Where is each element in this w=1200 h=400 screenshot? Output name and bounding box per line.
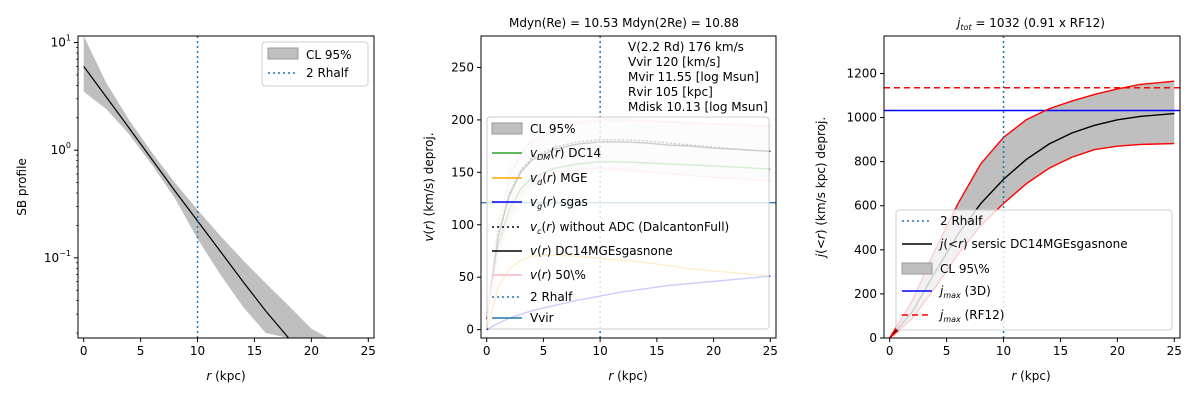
j-y-axis-label: j(<r) (km/s kpc) deproj. <box>814 117 828 259</box>
x-tick-label: 20 <box>706 344 721 358</box>
y-tick-label: 250 <box>451 60 474 74</box>
x-tick-label: 5 <box>540 344 548 358</box>
y-tick-label: 1200 <box>846 66 877 80</box>
j-title: jtot = 1032 (0.91 x RF12) <box>955 16 1105 32</box>
sb-x-axis-label: r (kpc) <box>206 369 245 383</box>
v-legend-label-vg: vg(r) sgas <box>530 195 588 211</box>
j-legend: 2 Rhalf j(<r) sersic DC14MGEsgasnone CL … <box>895 209 1173 331</box>
y-tick-label: 600 <box>854 199 877 213</box>
v-y-ticks: 0 50 100 150 200 250 <box>451 60 481 337</box>
sb-legend-label-cl95: CL 95% <box>306 48 352 62</box>
band-area <box>889 81 1175 338</box>
j-legend-label-jmaxrf12: jmax (RF12) <box>938 308 1004 324</box>
x-tick-label: 25 <box>361 344 376 358</box>
x-tick-label: 0 <box>886 344 894 358</box>
y-tick-label: 200 <box>451 113 474 127</box>
y-tick-label: 0 <box>466 323 474 337</box>
j-legend-label-2rhalf: 2 Rhalf <box>940 214 983 228</box>
j-legend-label-cl95: CL 95\% <box>940 262 990 276</box>
panel-angular-momentum: 0 5 10 15 20 25 0 200 400 600 800 1000 1200 r (kpc)… <box>814 16 1182 383</box>
x-tick-label: 15 <box>649 344 664 358</box>
y-tick-label: 150 <box>451 165 474 179</box>
v-legend-label-vvir: Vvir <box>530 311 554 325</box>
v-annotations: V(2.2 Rd) 176 km/s Vvir 120 [km/s] Mvir … <box>628 40 768 114</box>
x-tick-label: 20 <box>304 344 319 358</box>
y-tick-label: 0 <box>869 331 877 345</box>
sb-y-ticks: 10−1 100 101 <box>44 34 78 334</box>
x-tick-label: 5 <box>137 344 145 358</box>
sb-x-ticks: 0 5 10 15 20 25 <box>80 338 376 358</box>
sb-y-axis-label: SB profile <box>15 158 29 216</box>
y-tick-label: 400 <box>854 243 877 257</box>
j-legend-box <box>895 209 1173 331</box>
annotation-mvir: Mvir 11.55 [log Msun] <box>628 70 759 84</box>
annotation-rvir: Rvir 105 [kpc] <box>628 85 713 99</box>
j-confidence-band <box>889 81 1175 338</box>
j-x-axis-label: r (kpc) <box>1011 369 1050 383</box>
series-line-0 <box>83 66 290 339</box>
annotation-mdisk: Mdisk 10.13 [log Msun] <box>628 100 768 114</box>
x-tick-label: 15 <box>247 344 262 358</box>
v-legend: CL 95% vDM(r) DC14 vd(r) MGE vg(r) sgas … <box>486 116 770 330</box>
sb-axes-frame <box>77 35 375 339</box>
panel-rotation-curve: 0 5 10 15 20 25 0 50 100 150 200 250 r (kpc) v(r) … <box>422 16 778 383</box>
x-tick-label: 5 <box>943 344 951 358</box>
y-tick-label: 100 <box>451 218 474 232</box>
j-legend-label-jmax3d: jmax (3D) <box>938 284 991 300</box>
j-axes-frame <box>883 35 1181 339</box>
x-tick-label: 10 <box>996 344 1011 358</box>
v-legend-label-cl95: CL 95% <box>530 122 576 136</box>
sb-legend-label-2rhalf: 2 Rhalf <box>306 66 349 80</box>
annotation-vvir: Vvir 120 [km/s] <box>628 55 720 69</box>
v-axes-frame <box>480 35 777 339</box>
x-tick-label: 0 <box>483 344 491 358</box>
x-tick-label: 10 <box>190 344 205 358</box>
annotation-v22rd: V(2.2 Rd) 176 km/s <box>628 40 744 54</box>
j-x-ticks: 0 5 10 15 20 25 <box>886 338 1182 358</box>
sb-legend: CL 95% 2 Rhalf <box>261 41 369 87</box>
v-legend-cl95-swatch <box>491 122 523 135</box>
v-legend-label-v50: v(r) 50\% <box>530 268 586 282</box>
panel-sb-profile: 0 5 10 15 20 25 10−1 100 101 r (kpc) SB profile… <box>15 34 376 383</box>
v-legend-label-vtot: v(r) DC14MGEsgasnone <box>530 244 673 258</box>
y-tick-label: 1000 <box>846 111 877 125</box>
y-tick-label: 200 <box>854 287 877 301</box>
v-x-axis-label: r (kpc) <box>608 369 647 383</box>
sb-legend-patch-swatch <box>267 47 299 60</box>
v-legend-label-vc: vc(r) without ADC (DalcantonFull) <box>530 220 729 236</box>
x-tick-label: 0 <box>80 344 88 358</box>
x-tick-label: 25 <box>763 344 778 358</box>
j-max-lines <box>884 87 1180 112</box>
y-tick-label: 800 <box>854 155 877 169</box>
x-tick-label: 10 <box>592 344 607 358</box>
v-legend-label-2rhalf: 2 Rhalf <box>530 290 573 304</box>
x-tick-label: 20 <box>1110 344 1125 358</box>
v-legend-box <box>486 116 770 330</box>
y-tick-label: 10−1 <box>44 249 71 265</box>
v-x-ticks: 0 5 10 15 20 25 <box>483 338 778 358</box>
sb-profile-curve <box>83 66 290 339</box>
x-tick-label: 15 <box>1053 344 1068 358</box>
v-y-axis-label: v(r) (km/s) deproj. <box>422 132 436 241</box>
j-y-ticks: 0 200 400 600 800 1000 1200 <box>846 66 884 345</box>
y-tick-label: 100 <box>51 141 71 157</box>
y-tick-label: 101 <box>51 34 71 50</box>
j-legend-label-jr: j(<r) sersic DC14MGEsgasnone <box>938 237 1128 251</box>
j-legend-cl95-swatch <box>901 262 933 275</box>
v-title: Mdyn(Re) = 10.53 Mdyn(2Re) = 10.88 <box>509 16 739 30</box>
v-legend-label-vd: vd(r) MGE <box>530 171 588 187</box>
y-tick-label: 50 <box>459 270 474 284</box>
x-tick-label: 25 <box>1167 344 1182 358</box>
